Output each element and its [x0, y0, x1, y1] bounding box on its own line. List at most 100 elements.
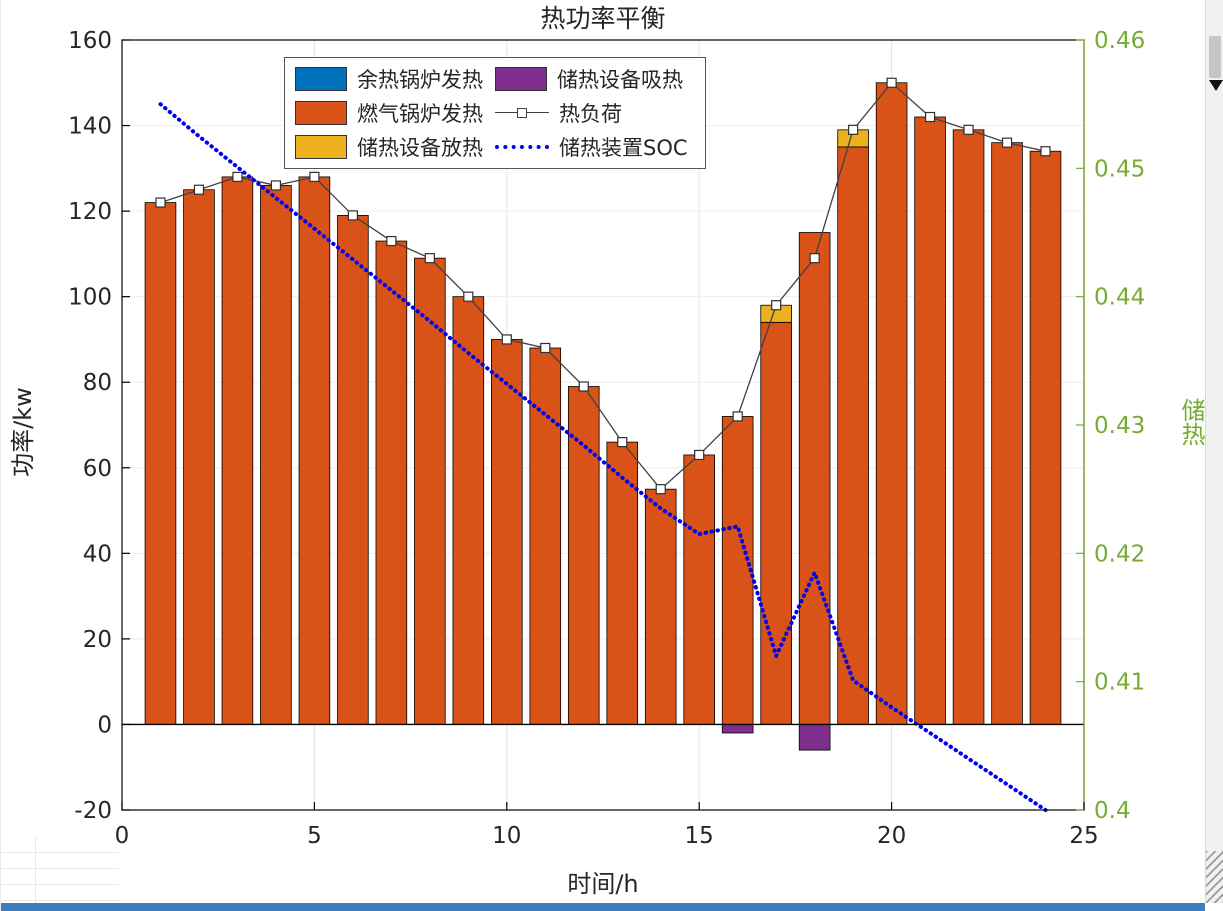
legend-label: 余热锅炉发热: [357, 68, 483, 92]
right-tick-label: 0.4: [1094, 798, 1131, 824]
line-heat-load: [160, 81, 1046, 491]
marker-heat-load: [232, 171, 243, 182]
tick-marks: [121, 39, 1085, 811]
bar-gas-boiler: [144, 202, 177, 725]
right-tick-label: 0.42: [1094, 541, 1145, 567]
y-tick-label: 120: [68, 199, 112, 225]
bar-gas-boiler: [683, 454, 715, 725]
bar-gas-boiler: [914, 116, 946, 725]
legend-label: 储热设备吸热: [557, 68, 683, 92]
marker-heat-load: [655, 484, 666, 495]
marker-heat-load: [848, 124, 859, 135]
bar-gas-boiler: [644, 488, 677, 725]
legend-item-gas-boiler: 燃气锅炉发热: [295, 96, 495, 130]
marker-heat-load: [1040, 146, 1051, 157]
x-tick-label: 25: [1069, 823, 1098, 849]
scrollbar-thumb[interactable]: [1209, 36, 1221, 78]
line-soc: [158, 102, 1048, 812]
marker-heat-load: [463, 291, 474, 302]
bar-gas-boiler: [721, 416, 754, 725]
resize-grip-icon[interactable]: [1206, 851, 1223, 903]
legend-item-soc: 储热装置SOC: [495, 130, 695, 164]
bar-gas-boiler: [991, 142, 1023, 725]
bar-gas-boiler: [606, 441, 639, 725]
left-axis-label: 功率/kw: [9, 387, 37, 477]
marker-heat-load: [424, 253, 435, 264]
marker-heat-load: [155, 197, 166, 208]
marker-heat-load: [886, 77, 897, 88]
marker-heat-load: [309, 171, 320, 182]
y-tick-label: -20: [74, 798, 112, 824]
y-tick-label: 80: [83, 370, 112, 396]
legend-dotted-line-icon: [495, 135, 549, 159]
legend-swatch-waste-heat-boiler: [295, 67, 347, 91]
legend-item-waste-heat-boiler: 余热锅炉发热: [295, 62, 495, 96]
bar-gas-boiler: [452, 296, 485, 725]
legend-line-marker-icon: [495, 101, 549, 125]
marker-heat-load: [924, 111, 936, 123]
marker-heat-load: [1001, 137, 1013, 148]
marker-heat-load: [963, 124, 974, 135]
bar-gas-boiler: [952, 129, 985, 725]
tick-labels: 0 5 10 15 20 25-200204060801001201401600.40.4…: [68, 28, 1145, 849]
y-tick-label: 20: [83, 627, 112, 653]
marker-heat-load: [771, 300, 782, 311]
bar-gas-boiler: [375, 240, 408, 725]
x-tick-label: 5: [307, 823, 322, 849]
legend: 余热锅炉发热 燃气锅炉发热 储热设备放热 储热设备吸热 热负荷 储热装置SOC: [284, 57, 706, 169]
line-series: [155, 77, 1051, 812]
legend-label: 燃气锅炉发热: [357, 102, 483, 126]
legend-label: 储热设备放热: [357, 136, 483, 160]
y-tick-label: 140: [68, 114, 112, 140]
marker-heat-load: [347, 210, 358, 221]
scroll-down-icon[interactable]: [1209, 80, 1223, 91]
legend-swatch-storage-charge: [495, 67, 547, 91]
y-tick-label: 40: [83, 541, 112, 567]
bar-gas-boiler: [260, 185, 292, 725]
bar-gas-boiler: [1029, 150, 1062, 725]
right-tick-label: 0.45: [1094, 156, 1145, 182]
bar-storage-charge: [721, 724, 754, 734]
right-tick-label: 0.43: [1094, 413, 1145, 439]
marker-heat-load: [694, 449, 705, 461]
bar-gas-boiler: [414, 257, 446, 725]
bar-gas-boiler: [875, 82, 908, 725]
window-bottom-edge: [1, 903, 1205, 911]
bar-gas-boiler: [529, 347, 562, 725]
y-tick-label: 0: [97, 712, 112, 738]
bar-gas-boiler: [567, 386, 600, 725]
bar-storage-charge: [798, 724, 831, 751]
chart-title: 热功率平衡: [540, 4, 665, 33]
marker-heat-load: [617, 437, 628, 448]
marker-heat-load: [193, 184, 205, 195]
marker-heat-load: [270, 180, 282, 191]
x-axis-label: 时间/h: [567, 870, 638, 898]
scrollbar-track[interactable]: [1205, 0, 1223, 903]
legend-swatch-storage-discharge: [295, 135, 347, 159]
marker-heat-load: [732, 411, 743, 422]
right-tick-label: 0.41: [1094, 670, 1145, 696]
marker-heat-load: [501, 334, 512, 345]
y-tick-label: 100: [68, 285, 112, 311]
bar-gas-boiler: [760, 321, 792, 725]
right-axis-label: 储热: [1177, 398, 1205, 446]
bar-series: [144, 82, 1062, 751]
legend-label: 储热装置SOC: [559, 136, 688, 160]
x-tick-label: 15: [685, 823, 714, 849]
legend-item-storage-discharge: 储热设备放热: [295, 130, 495, 164]
legend-item-storage-charge: 储热设备吸热: [495, 62, 695, 96]
legend-swatch-gas-boiler: [295, 101, 347, 125]
right-tick-label: 0.46: [1094, 28, 1145, 54]
marker-heat-load: [540, 342, 551, 354]
bar-gas-boiler: [221, 176, 254, 725]
bar-gas-boiler: [298, 176, 331, 725]
x-tick-label: 20: [877, 823, 906, 849]
marker-heat-load: [386, 235, 397, 247]
right-tick-label: 0.44: [1094, 285, 1145, 311]
marker-heat-load: [578, 381, 589, 392]
bar-gas-boiler: [183, 189, 215, 725]
bar-gas-boiler: [337, 214, 369, 725]
bar-gas-boiler: [837, 146, 869, 725]
